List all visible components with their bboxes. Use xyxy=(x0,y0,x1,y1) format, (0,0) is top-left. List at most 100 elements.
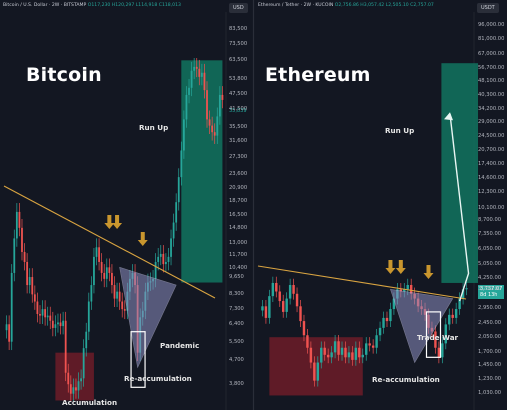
btc-candle xyxy=(221,94,224,100)
eth-candle xyxy=(382,317,385,328)
btc-y-tick-label: 11,700 xyxy=(229,251,248,258)
eth-candle xyxy=(285,298,288,312)
btc-candle xyxy=(182,119,185,151)
down-arrow-icon xyxy=(395,260,406,274)
eth-candle xyxy=(361,354,364,358)
btc-candle xyxy=(85,331,88,349)
btc-y-tick-label: 18,700 xyxy=(229,197,248,204)
btc-candle xyxy=(118,291,121,302)
btc-candle xyxy=(177,177,180,203)
btc-candle xyxy=(103,272,106,279)
down-arrow-icon xyxy=(104,215,115,229)
btc-candle xyxy=(31,277,34,295)
btc-candle xyxy=(208,119,211,126)
eth-projection-path xyxy=(449,114,470,302)
left-currency-badge[interactable]: USD xyxy=(229,3,248,13)
btc-candle xyxy=(123,309,126,311)
left-ohlc-values: O117,230 H120,297 L114,918 C118,013 xyxy=(87,3,181,8)
btc-y-tick-label: 3,800 xyxy=(229,381,244,388)
eth-candle xyxy=(309,347,313,363)
eth-y-tick-label: 6,050.00 xyxy=(478,246,502,253)
down-arrow-icon xyxy=(137,232,148,246)
btc-y-tick-label: 73,500 xyxy=(229,40,248,47)
eth-y-tick-label: 14,600.00 xyxy=(478,174,505,181)
eth-y-tick-label: 24,500.00 xyxy=(478,132,505,139)
btc-candle xyxy=(26,261,29,286)
btc-candle xyxy=(75,387,77,391)
btc-y-tick-label: 13,000 xyxy=(229,239,248,246)
btc-y-tick-label: 47,500 xyxy=(229,90,248,97)
btc-candle xyxy=(108,267,111,273)
eth-y-tick-label: 40,300.00 xyxy=(478,92,505,99)
btc-y-tick-label: 20,900 xyxy=(229,185,248,192)
eth-reaccumulation-label: Re-accumulation xyxy=(372,375,440,384)
eth-trendline xyxy=(257,265,467,300)
btc-candle xyxy=(195,66,198,69)
eth-candle xyxy=(385,317,389,322)
btc-candle xyxy=(15,211,18,239)
btc-reaccumulation-triangle xyxy=(119,266,177,369)
eth-candle xyxy=(326,354,330,358)
btc-candle xyxy=(121,301,124,310)
btc-candle xyxy=(164,261,167,265)
eth-candle xyxy=(306,335,309,348)
eth-y-tick-label: 4,250.00 xyxy=(478,275,502,282)
eth-y-tick-label: 7,350.00 xyxy=(478,230,502,237)
right-symbol-label: Ethereum / Tether · 2W · KUCOIN xyxy=(258,3,334,8)
btc-reaccumulation-label: Re-accumulation xyxy=(124,374,192,383)
btc-candle xyxy=(77,381,80,391)
eth-reaccumulation-triangle xyxy=(390,288,454,364)
eth-candle xyxy=(461,289,465,299)
bitcoin-title: Bitcoin xyxy=(26,64,102,86)
eth-y-tick-label: 3,700.00 xyxy=(478,286,502,293)
btc-candle xyxy=(90,285,93,302)
eth-last-price-value: 3,757.07 xyxy=(480,286,503,292)
btc-candle xyxy=(28,277,31,286)
btc-candle xyxy=(44,309,47,318)
right-chart-header: Ethereum / Tether · 2W · KUCOIN O2,756.8… xyxy=(258,3,434,8)
btc-candle xyxy=(72,387,75,394)
btc-y-tick-label: 35,500 xyxy=(229,124,248,131)
eth-candle xyxy=(323,347,326,355)
btc-y-tick-label: 14,800 xyxy=(229,224,248,231)
btc-candle xyxy=(95,247,98,257)
eth-candle xyxy=(448,314,451,325)
btc-candle xyxy=(13,238,16,273)
btc-candle xyxy=(170,238,172,257)
btc-y-tick-label: 9,650 xyxy=(229,274,244,281)
eth-trade-war-box xyxy=(425,311,442,358)
left-symbol-label: Bitcoin / U.S. Dollar · 2W · BITSTAMP xyxy=(3,3,87,8)
btc-y-tick-label: 23,600 xyxy=(229,171,248,178)
btc-last-price-tag: 35,839 xyxy=(229,108,247,114)
eth-candle xyxy=(275,282,278,292)
right-currency-badge[interactable]: USDT xyxy=(477,3,499,13)
btc-y-tick-label: 16,500 xyxy=(229,212,248,219)
down-arrow-icon xyxy=(385,260,396,274)
eth-candle xyxy=(434,331,437,348)
btc-candle xyxy=(206,90,208,120)
eth-countdown: 8d 13h xyxy=(480,292,498,298)
btc-candle xyxy=(105,267,108,279)
btc-candle xyxy=(175,202,178,223)
btc-y-tick-label: 27,300 xyxy=(229,154,248,161)
eth-candle xyxy=(268,296,271,318)
eth-y-tick-label: 1,450.00 xyxy=(478,362,502,369)
btc-candle xyxy=(116,291,118,299)
btc-candle xyxy=(213,132,216,136)
btc-candle xyxy=(159,253,162,257)
eth-y-tick-label: 96,000.00 xyxy=(478,22,505,29)
eth-candle xyxy=(340,347,344,355)
btc-candle xyxy=(172,222,175,239)
eth-y-tick-label: 56,700.00 xyxy=(478,64,505,71)
eth-y-tick-label: 34,200.00 xyxy=(478,105,505,112)
btc-candle xyxy=(113,285,116,299)
left-chart-header: Bitcoin / U.S. Dollar · 2W · BITSTAMP O1… xyxy=(3,3,181,8)
eth-y-tick-label: 1,030.00 xyxy=(478,390,502,397)
eth-y-tick-label: 67,000.00 xyxy=(478,51,505,58)
btc-candle xyxy=(57,322,59,325)
btc-y-tick-label: 31,600 xyxy=(229,137,248,144)
eth-candle xyxy=(358,347,361,358)
eth-candle xyxy=(444,324,447,344)
eth-candle xyxy=(278,291,281,302)
eth-y-tick-label: 20,700.00 xyxy=(478,146,505,153)
